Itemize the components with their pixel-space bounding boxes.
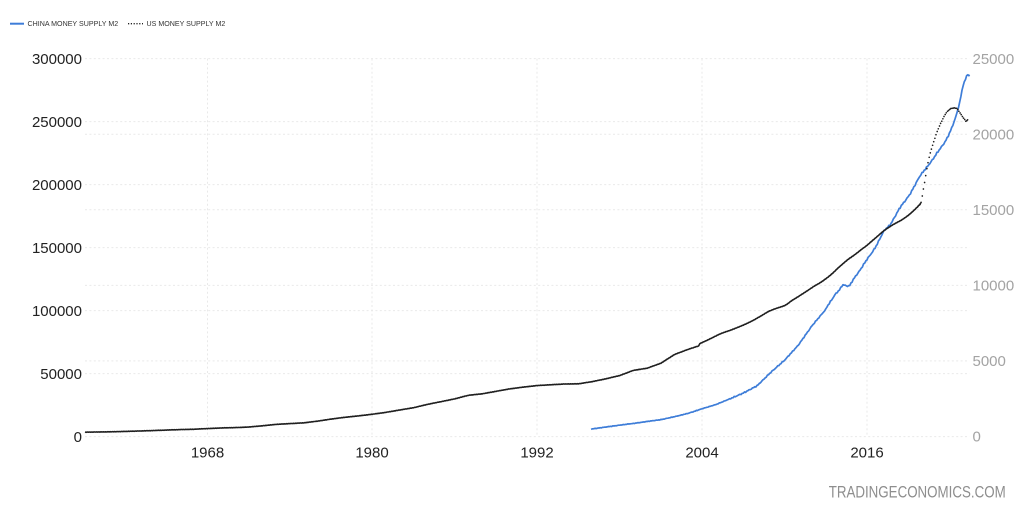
svg-text:2016: 2016 [850, 445, 883, 462]
svg-text:CHINA MONEY SUPPLY M2: CHINA MONEY SUPPLY M2 [28, 20, 119, 28]
svg-text:15000: 15000 [973, 202, 1015, 219]
svg-text:150000: 150000 [32, 240, 82, 257]
svg-text:US MONEY SUPPLY M2: US MONEY SUPPLY M2 [147, 20, 226, 28]
svg-text:TRADINGECONOMICS.COM: TRADINGECONOMICS.COM [829, 483, 1006, 502]
svg-text:1968: 1968 [191, 445, 224, 462]
svg-text:25000: 25000 [973, 51, 1015, 68]
svg-text:200000: 200000 [32, 177, 82, 194]
svg-text:10000: 10000 [973, 278, 1015, 295]
svg-text:20000: 20000 [973, 127, 1015, 144]
svg-text:250000: 250000 [32, 114, 82, 131]
svg-text:0: 0 [74, 429, 82, 446]
svg-text:1980: 1980 [355, 445, 388, 462]
svg-text:0: 0 [973, 429, 981, 446]
svg-text:50000: 50000 [40, 366, 82, 383]
svg-text:300000: 300000 [32, 51, 82, 68]
svg-text:2004: 2004 [685, 445, 718, 462]
svg-text:100000: 100000 [32, 303, 82, 320]
svg-text:5000: 5000 [973, 353, 1006, 370]
svg-text:1992: 1992 [520, 445, 553, 462]
